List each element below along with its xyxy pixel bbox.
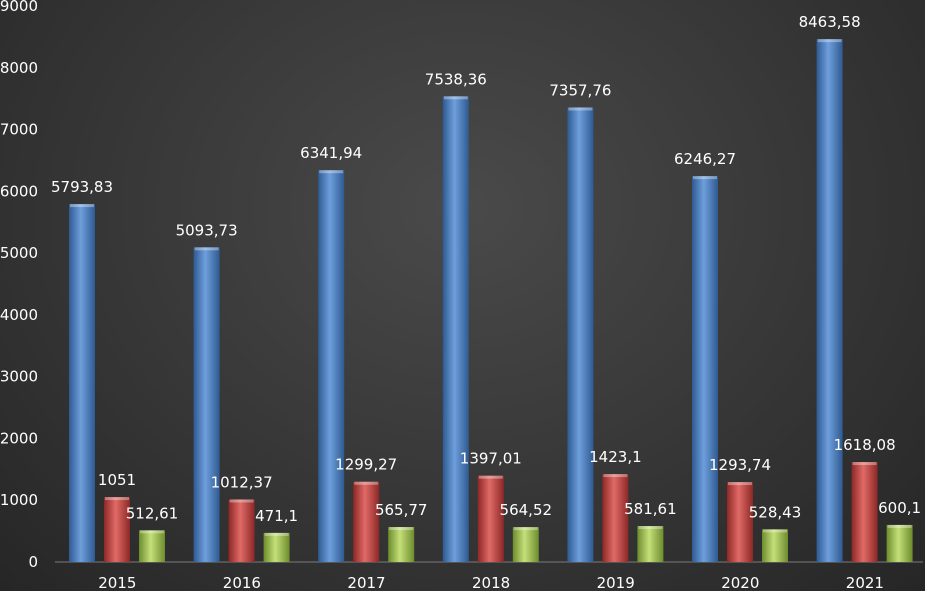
y-tick-label: 9000 xyxy=(0,0,38,15)
data-label-2017-s3: 565,77 xyxy=(375,501,428,519)
y-axis: 0 1000 2000 3000 4000 5000 6000 7000 8000 9000 xyxy=(0,0,38,571)
x-tick-label: 2019 xyxy=(597,574,635,591)
bar-2016-s2 xyxy=(228,499,255,562)
y-tick-label: 4000 xyxy=(0,306,38,324)
y-tick-label: 7000 xyxy=(0,121,38,139)
bar-2018-s3 xyxy=(512,527,539,562)
y-tick-label: 5000 xyxy=(0,244,38,262)
data-label-2015-s3: 512,61 xyxy=(126,504,179,522)
data-label-2021-s2: 1618,08 xyxy=(834,436,896,454)
data-label-2017-s2: 1299,27 xyxy=(335,456,397,474)
y-tick-label: 8000 xyxy=(0,59,38,77)
bar-highlight xyxy=(638,526,663,530)
data-label-2020-s3: 528,43 xyxy=(749,503,802,521)
bar-highlight xyxy=(70,204,94,208)
bar-highlight xyxy=(194,247,219,251)
x-tick-label: 2018 xyxy=(472,574,510,591)
bar-highlight xyxy=(478,475,503,479)
bar-highlight xyxy=(852,462,877,466)
bar-highlight xyxy=(319,170,344,174)
data-labels: 5793,83 1051 512,61 5093,73 1012,37 471,1 6341… xyxy=(51,13,921,525)
x-tick-label: 2017 xyxy=(347,574,385,591)
bar-highlight xyxy=(728,482,752,486)
bar-highlight xyxy=(105,497,129,501)
bar-2015-s1 xyxy=(69,204,95,562)
data-label-2021-s1: 8463,58 xyxy=(799,13,861,31)
data-label-2021-s3: 600,1 xyxy=(878,499,921,517)
bar-highlight xyxy=(229,499,254,503)
bar-2017-s1 xyxy=(318,170,345,562)
bar-2016-s3 xyxy=(263,532,290,562)
data-label-2015-s2: 1051 xyxy=(98,471,136,489)
bar-highlight xyxy=(140,530,164,534)
data-label-2016-s2: 1012,37 xyxy=(211,473,273,491)
bar-2017-s3 xyxy=(388,527,415,562)
bar-2021-s3 xyxy=(886,524,913,562)
data-label-2019-s3: 581,61 xyxy=(624,500,677,518)
bar-highlight xyxy=(443,96,468,100)
data-label-2019-s1: 7357,76 xyxy=(549,81,611,99)
bar-highlight xyxy=(513,527,538,531)
bar-2019-s2 xyxy=(602,474,629,562)
bar-highlight xyxy=(264,532,289,536)
bar-highlight xyxy=(817,39,842,43)
bar-highlight xyxy=(693,176,717,180)
bar-highlight xyxy=(354,481,379,485)
data-label-2018-s1: 7538,36 xyxy=(425,70,487,88)
bar-2017-s2 xyxy=(353,481,380,562)
data-label-2020-s1: 6246,27 xyxy=(674,150,736,168)
bar-2020-s2 xyxy=(727,482,753,562)
bar-2021-s2 xyxy=(851,462,878,562)
bar-highlight xyxy=(568,107,593,111)
bar-2020-s3 xyxy=(762,529,788,562)
data-label-2016-s3: 471,1 xyxy=(255,507,298,525)
bar-2019-s1 xyxy=(567,107,594,562)
x-tick-label: 2020 xyxy=(721,574,759,591)
bar-2018-s2 xyxy=(477,475,504,562)
bar-2018-s1 xyxy=(442,96,469,562)
data-label-2015-s1: 5793,83 xyxy=(51,178,113,196)
bar-highlight xyxy=(763,529,787,533)
bar-2015-s2 xyxy=(104,497,130,562)
data-label-2018-s2: 1397,01 xyxy=(460,450,522,468)
x-axis: 2015 2016 2017 2018 2019 2020 2021 xyxy=(98,574,884,591)
data-label-2017-s1: 6341,94 xyxy=(300,144,362,162)
x-tick-label: 2016 xyxy=(223,574,261,591)
y-tick-label: 1000 xyxy=(0,491,38,509)
data-label-2016-s1: 5093,73 xyxy=(176,221,238,239)
data-label-2020-s2: 1293,74 xyxy=(709,456,771,474)
x-tick-label: 2021 xyxy=(846,574,884,591)
y-tick-label: 0 xyxy=(28,553,38,571)
x-tick-label: 2015 xyxy=(98,574,136,591)
bar-highlight xyxy=(389,527,414,531)
bar-highlight xyxy=(603,474,628,478)
data-label-2019-s2: 1423,1 xyxy=(589,448,642,466)
data-label-2018-s3: 564,52 xyxy=(500,501,553,519)
y-tick-label: 2000 xyxy=(0,429,38,447)
bar-2019-s3 xyxy=(637,526,664,562)
bar-highlight xyxy=(887,524,912,528)
bar-2021-s1 xyxy=(816,39,843,562)
bars xyxy=(69,39,913,562)
bar-2020-s1 xyxy=(692,176,718,562)
y-tick-label: 6000 xyxy=(0,182,38,200)
bar-2016-s1 xyxy=(193,247,220,562)
y-tick-label: 3000 xyxy=(0,368,38,386)
bar-2015-s3 xyxy=(139,530,165,562)
